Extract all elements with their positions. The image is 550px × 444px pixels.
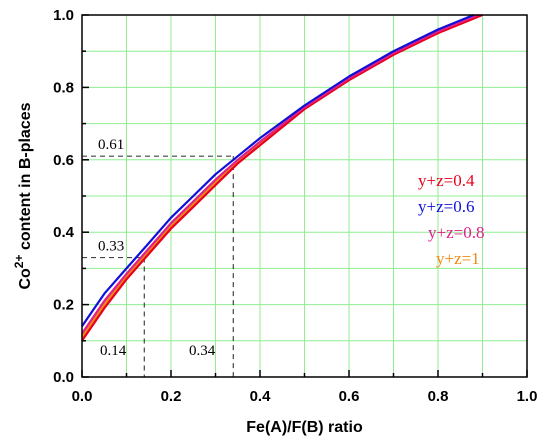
y-tick-label: 0.6 bbox=[53, 152, 74, 169]
y-tick-label: 0.4 bbox=[53, 224, 75, 241]
x-tick-label: 0.8 bbox=[428, 388, 449, 405]
guide-lines bbox=[82, 155, 234, 377]
annotation-y-value: 0.33 bbox=[98, 239, 124, 255]
annotation-y-value: 0.61 bbox=[98, 137, 124, 153]
annotations: 0.33 0.14 0.61 0.34 bbox=[98, 137, 216, 359]
y-tick-label: 0.8 bbox=[53, 79, 74, 96]
y-tick-label: 1.0 bbox=[53, 7, 74, 24]
annotation-x-value: 0.34 bbox=[189, 343, 216, 359]
series bbox=[81, 13, 483, 342]
legend-entry: y+z=0.6 bbox=[418, 197, 474, 216]
y-axis-title-base: Co bbox=[17, 268, 34, 290]
legend-entry: y+z=0.8 bbox=[428, 223, 484, 242]
legend: y+z=0.4 y+z=0.6 y+z=0.8 y+z=1 bbox=[418, 171, 484, 268]
annotation-x-value: 0.14 bbox=[100, 343, 127, 359]
series-line-1 bbox=[81, 13, 483, 342]
x-axis-title: Fe(A)/F(B) ratio bbox=[246, 419, 363, 436]
x-tick-label: 0.6 bbox=[339, 388, 360, 405]
x-tick-label: 1.0 bbox=[517, 388, 538, 405]
y-axis-title-rest: content in B-places bbox=[17, 102, 34, 254]
y-tick-label: 0.0 bbox=[53, 369, 74, 386]
legend-entry: y+z=1 bbox=[436, 249, 480, 268]
y-axis-title: Co2+ content in B-places bbox=[12, 102, 34, 289]
series-line-2 bbox=[81, 13, 475, 327]
series-line-3 bbox=[81, 13, 479, 335]
grid bbox=[82, 15, 527, 377]
x-tick-label: 0.4 bbox=[250, 388, 272, 405]
x-tick-label: 0.2 bbox=[161, 388, 182, 405]
x-tick-label: 0.0 bbox=[72, 388, 93, 405]
ticks: 0.0 0.2 0.4 0.6 0.8 1.0 0.0 0.2 0.4 0.6 0.8 1.0 bbox=[53, 7, 537, 405]
y-axis-title-sup: 2+ bbox=[12, 255, 26, 269]
legend-entry: y+z=0.4 bbox=[418, 171, 475, 190]
y-tick-label: 0.2 bbox=[53, 297, 74, 314]
